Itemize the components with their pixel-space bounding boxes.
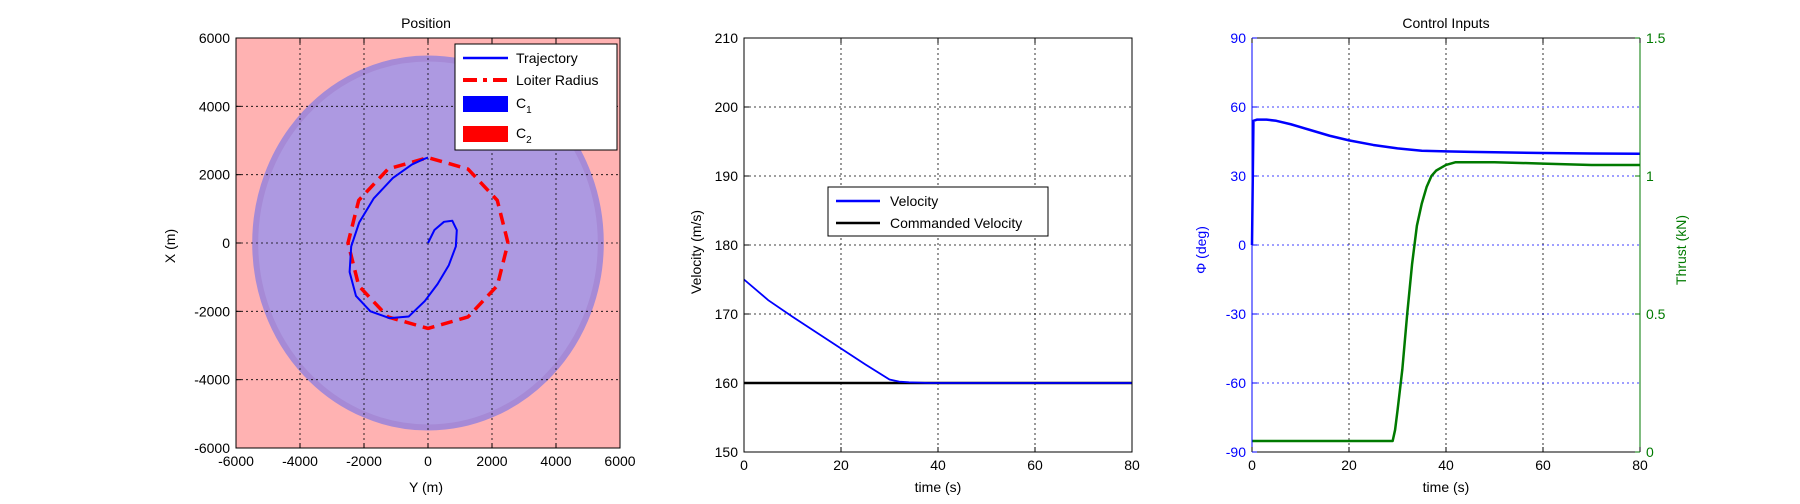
- position-ytick-label-1: -4000: [194, 372, 230, 388]
- velocity-xtick-label-0: 0: [740, 457, 748, 473]
- position-ytick-label-6: 6000: [199, 30, 230, 46]
- position-ytick-label-5: 4000: [199, 98, 230, 114]
- velocity-xtick-label-1: 20: [833, 457, 849, 473]
- legend-trajectory-label: Trajectory: [516, 50, 578, 66]
- position-legend: Trajectory Loiter Radius C1 C2: [454, 43, 618, 151]
- control-phi-ytick-label-2: -30: [1226, 306, 1246, 322]
- control-ylabel-phi: Φ (deg): [1193, 226, 1209, 274]
- control-phi-ytick-label-4: 30: [1230, 168, 1246, 184]
- legend-c1-label: C1: [516, 95, 532, 116]
- legend-c1-swatch: [463, 96, 508, 112]
- thrust-line: [1252, 160, 1640, 443]
- control-inputs-plot: Control Inputs 0 20 40 60 80 -90 -60 -30 0 30 60 90…: [1193, 15, 1689, 495]
- control-phi-ytick-label-6: 90: [1230, 30, 1246, 46]
- control-xtick-label-4: 80: [1632, 457, 1648, 473]
- control-phi-ytick-label-1: -60: [1226, 375, 1246, 391]
- legend-commanded-label: Commanded Velocity: [890, 215, 1022, 231]
- control-phi-ytick-label-0: -90: [1226, 444, 1246, 460]
- position-ytick-label-0: -6000: [194, 440, 230, 456]
- control-thrust-ytick-label-2: 1: [1646, 168, 1654, 184]
- control-phi-ytick-label-5: 60: [1230, 99, 1246, 115]
- velocity-xlabel: time (s): [915, 479, 962, 495]
- control-title: Control Inputs: [1402, 15, 1489, 31]
- legend-loiter-label: Loiter Radius: [516, 72, 599, 88]
- control-phi-ytick-label-3: 0: [1238, 237, 1246, 253]
- position-xtick-label-6: 6000: [604, 453, 635, 469]
- legend-velocity-label: Velocity: [890, 193, 938, 209]
- velocity-xtick-label-4: 80: [1124, 457, 1140, 473]
- velocity-line: [743, 278, 1132, 384]
- control-thrust-ytick-label-0: 0: [1646, 444, 1654, 460]
- phi-line: [1250, 118, 1641, 246]
- position-plot: Position -6000 -4000 -2000 0 2000 4000 6000 -60…: [162, 15, 636, 495]
- position-ytick-label-3: 0: [222, 235, 230, 251]
- control-thrust-ytick-label-3: 1.5: [1646, 30, 1666, 46]
- control-ylabel-thrust: Thrust (kN): [1673, 215, 1689, 285]
- velocity-legend: Velocity Commanded Velocity: [827, 186, 1049, 237]
- velocity-ytick-label-5: 200: [715, 99, 739, 115]
- position-xlabel: Y (m): [409, 479, 443, 495]
- control-xtick-label-3: 60: [1535, 457, 1551, 473]
- control-xtick-label-0: 0: [1248, 457, 1256, 473]
- velocity-ytick-label-6: 210: [715, 30, 739, 46]
- position-ylabel: X (m): [162, 229, 178, 263]
- velocity-ytick-label-3: 180: [715, 237, 739, 253]
- position-ytick-label-4: 2000: [199, 167, 230, 183]
- position-xtick-label-0: -6000: [218, 453, 254, 469]
- velocity-ylabel: Velocity (m/s): [688, 210, 704, 294]
- position-xtick-label-2: -2000: [346, 453, 382, 469]
- position-xtick-label-5: 4000: [540, 453, 571, 469]
- position-ytick-label-2: -2000: [194, 303, 230, 319]
- legend-c2-swatch: [463, 126, 508, 142]
- velocity-legend-box: [827, 186, 1049, 237]
- control-xtick-label-2: 40: [1438, 457, 1454, 473]
- velocity-ytick-label-1: 160: [715, 375, 739, 391]
- velocity-ytick-label-4: 190: [715, 168, 739, 184]
- velocity-xtick-label-2: 40: [930, 457, 946, 473]
- position-title: Position: [401, 15, 451, 31]
- velocity-ytick-label-0: 150: [715, 444, 739, 460]
- control-thrust-ytick-label-1: 0.5: [1646, 306, 1666, 322]
- position-xtick-label-3: 0: [424, 453, 432, 469]
- trajectory-line: [348, 156, 458, 320]
- position-xtick-label-4: 2000: [476, 453, 507, 469]
- position-xtick-label-1: -4000: [282, 453, 318, 469]
- velocity-ytick-label-2: 170: [715, 306, 739, 322]
- velocity-xtick-label-3: 60: [1027, 457, 1043, 473]
- legend-c2-label: C2: [516, 125, 532, 146]
- control-xlabel: time (s): [1423, 479, 1470, 495]
- control-xtick-label-1: 20: [1341, 457, 1357, 473]
- loiter-radius-line: [346, 155, 510, 331]
